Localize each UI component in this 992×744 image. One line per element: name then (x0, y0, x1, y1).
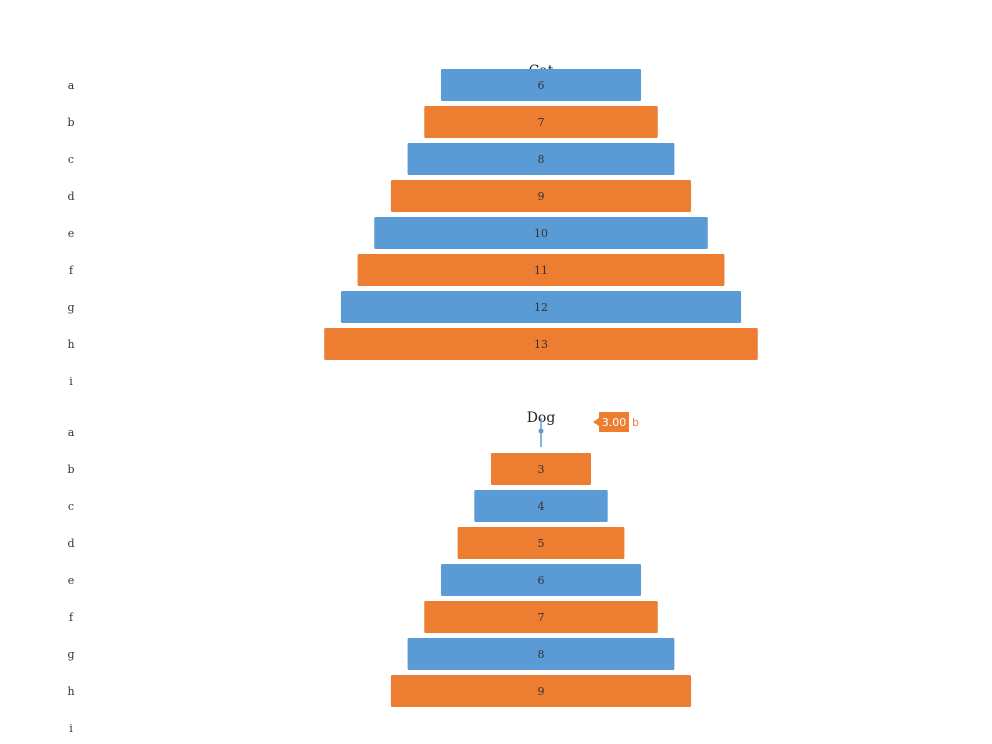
category-label-dog-d: d (67, 537, 74, 550)
category-label-dog-g: g (67, 648, 74, 661)
bar-dog-f[interactable] (424, 601, 658, 633)
data-label-cat-a: 6 (538, 79, 545, 92)
data-label-cat-d: 9 (538, 190, 545, 203)
bar-dog-g[interactable] (407, 638, 675, 670)
category-label-dog-f: f (69, 611, 74, 624)
bar-dog-d[interactable] (457, 527, 625, 559)
category-label-dog-c: c (68, 500, 74, 513)
category-label-cat-c: c (68, 153, 74, 166)
bar-cat-b[interactable] (424, 106, 658, 138)
bar-dog-e[interactable] (440, 564, 642, 596)
bar-cat-g[interactable] (340, 291, 742, 323)
category-label-dog-i: i (69, 722, 73, 735)
panel-dog: Dog ab 3c 4d 5e 6f 7g 8h 9i (67, 410, 692, 735)
data-label-dog-c: 4 (538, 500, 545, 513)
bar-dog-b[interactable] (490, 453, 592, 485)
category-label-dog-a: a (68, 426, 75, 439)
bar-dog-c[interactable] (474, 490, 608, 522)
data-label-dog-h: 9 (538, 685, 545, 698)
data-label-dog-f: 7 (538, 611, 545, 624)
category-label-cat-h: h (67, 338, 74, 351)
data-label-cat-c: 8 (538, 153, 545, 166)
data-label-dog-b: 3 (538, 463, 545, 476)
data-label-dog-g: 8 (538, 648, 545, 661)
category-label-cat-g: g (67, 301, 74, 314)
bar-cat-e[interactable] (374, 217, 708, 249)
bar-cat-f[interactable] (357, 254, 725, 286)
data-label-cat-e: 10 (534, 227, 548, 240)
data-label-cat-b: 7 (538, 116, 545, 129)
data-label-cat-g: 12 (534, 301, 548, 314)
data-label-cat-h: 13 (534, 338, 548, 351)
data-label-dog-d: 5 (538, 537, 545, 550)
category-label-cat-a: a (68, 79, 75, 92)
tooltip-category: b (632, 416, 639, 429)
bar-cat-h[interactable] (324, 328, 758, 360)
data-label-cat-f: 11 (534, 264, 548, 277)
category-label-dog-h: h (67, 685, 74, 698)
tooltip: 3.00 b (593, 412, 639, 432)
category-label-cat-d: d (67, 190, 74, 203)
bar-marker-dog-a (538, 428, 544, 434)
tooltip-box (593, 412, 629, 432)
bar-dog-h[interactable] (390, 675, 692, 707)
category-label-cat-e: e (68, 227, 75, 240)
data-label-dog-e: 6 (538, 574, 545, 587)
category-label-cat-i: i (69, 375, 73, 388)
tooltip-value: 3.00 (602, 416, 627, 429)
bar-cat-a[interactable] (440, 69, 642, 101)
bar-cat-c[interactable] (407, 143, 675, 175)
category-label-cat-f: f (69, 264, 74, 277)
category-label-cat-b: b (67, 116, 74, 129)
category-label-dog-e: e (68, 574, 75, 587)
category-label-dog-b: b (67, 463, 74, 476)
bar-cat-d[interactable] (390, 180, 692, 212)
